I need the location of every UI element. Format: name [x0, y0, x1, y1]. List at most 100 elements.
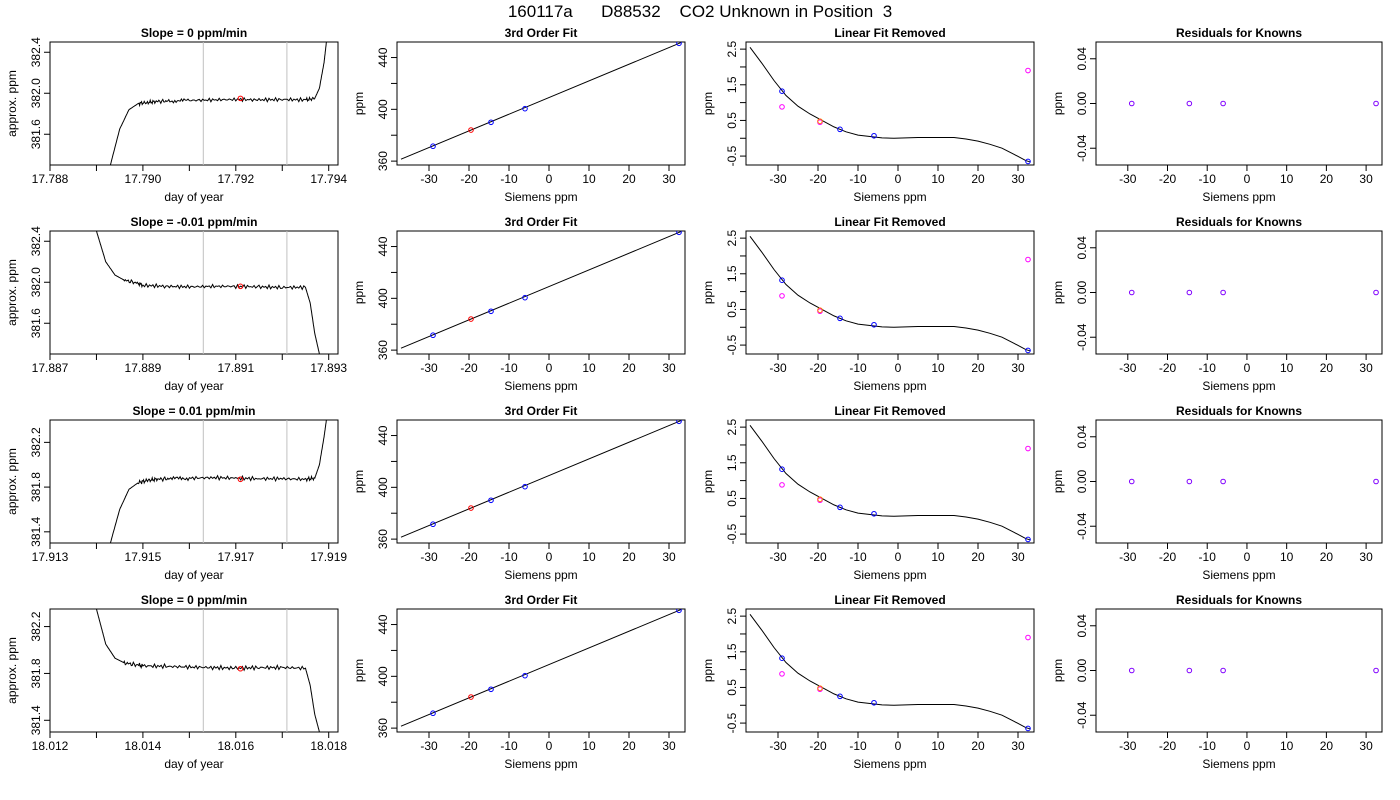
- known-point: [779, 277, 785, 284]
- y-axis-label: ppm: [352, 470, 366, 493]
- plot-frame: [1095, 608, 1383, 733]
- fit-curve: [749, 425, 1031, 541]
- known-point: [488, 686, 494, 693]
- residual-point: [1373, 289, 1379, 296]
- plot-frame: [745, 41, 1035, 166]
- x-tick-label: -20: [460, 361, 478, 375]
- x-tick-label: 18.014: [125, 739, 162, 753]
- x-tick-label: -30: [420, 550, 438, 564]
- fit-curve: [749, 47, 1031, 163]
- x-tick-label: -30: [1119, 172, 1137, 186]
- x-tick-label: -30: [769, 550, 787, 564]
- plot-frame: [49, 608, 339, 733]
- y-tick-label: 0.5: [725, 301, 739, 318]
- x-tick-label: -20: [809, 361, 827, 375]
- x-axis-label: Siemens ppm: [853, 757, 926, 771]
- y-tick-label: 400: [376, 99, 390, 119]
- x-tick-label: -20: [460, 172, 478, 186]
- residual-point: [1186, 478, 1193, 485]
- known-point: [1025, 158, 1031, 165]
- unknown-point: [817, 496, 823, 502]
- known-point: [871, 132, 877, 139]
- x-tick-label: 20: [622, 361, 636, 375]
- plot-frame: [745, 608, 1035, 733]
- plot-frame: [49, 419, 339, 544]
- y-tick-label: 0.00: [1075, 469, 1089, 493]
- panel-4-4: Residuals for Knowns -30 -20 -10 0 10 20 30 -0.0…: [1051, 593, 1383, 771]
- known-point: [522, 483, 528, 490]
- y-tick-label: -0.04: [1075, 323, 1089, 351]
- known-point: [871, 510, 877, 517]
- unknown-marker: [237, 283, 244, 290]
- y-tick-label: 381.8: [29, 658, 43, 688]
- panel-title: Residuals for Knowns: [1176, 593, 1302, 607]
- y-tick-label: 360: [376, 718, 390, 738]
- known-point: [522, 105, 528, 112]
- x-tick-label: 20: [971, 172, 985, 186]
- y-tick-label: -0.5: [725, 523, 739, 544]
- x-tick-label: 0: [895, 172, 902, 186]
- x-tick-label: -30: [1119, 739, 1137, 753]
- y-axis-label: approx. ppm: [5, 70, 19, 137]
- y-tick-label: 382.2: [29, 611, 43, 641]
- y-tick-label: 2.5: [725, 418, 739, 435]
- x-tick-label: 10: [931, 739, 945, 753]
- x-axis-label: Siemens ppm: [504, 190, 577, 204]
- known-point: [488, 308, 494, 315]
- x-tick-label: 30: [662, 739, 676, 753]
- y-tick-label: 381.4: [29, 516, 43, 546]
- y-axis-label: ppm: [1051, 92, 1065, 115]
- panel-title: 3rd Order Fit: [505, 404, 578, 418]
- y-axis-label: ppm: [352, 659, 366, 682]
- plot-area: [1128, 289, 1379, 296]
- x-tick-label: -20: [809, 172, 827, 186]
- unknown-point: [468, 694, 474, 700]
- panel-title: Linear Fit Removed: [834, 404, 945, 418]
- y-tick-label: -0.5: [725, 145, 739, 166]
- x-tick-label: -10: [500, 361, 518, 375]
- x-tick-label: -10: [849, 172, 867, 186]
- x-tick-label: 20: [1320, 172, 1334, 186]
- known-point: [1025, 725, 1031, 732]
- panel-2-4: 3rd Order Fit -30 -20 -10 0 10 20 30 360 400 440 Si…: [352, 593, 686, 771]
- plot-area: [109, 42, 327, 165]
- y-axis-label: ppm: [1051, 659, 1065, 682]
- y-tick-label: 1.5: [725, 76, 739, 93]
- x-tick-label: 30: [1011, 550, 1025, 564]
- panel-title: 3rd Order Fit: [505, 593, 578, 607]
- residual-point: [1128, 667, 1135, 674]
- x-tick-label: 30: [1359, 550, 1373, 564]
- known-point: [837, 315, 843, 322]
- y-tick-label: 440: [376, 47, 390, 67]
- known-point: [837, 126, 843, 133]
- magenta-point: [779, 482, 785, 488]
- plot-frame: [1095, 41, 1383, 166]
- x-tick-label: 18.012: [32, 739, 69, 753]
- known-point: [430, 332, 436, 339]
- magenta-point: [779, 671, 785, 677]
- panel-3-2: Linear Fit Removed -30 -20 -10 0 10 20 30 -0.5 0.…: [701, 215, 1035, 393]
- y-tick-label: -0.04: [1075, 701, 1089, 729]
- y-axis-label: ppm: [1051, 470, 1065, 493]
- x-tick-label: 30: [662, 550, 676, 564]
- residual-point: [1373, 100, 1379, 107]
- magenta-point: [1025, 634, 1031, 641]
- y-tick-label: 0.00: [1075, 280, 1089, 304]
- plot-frame: [49, 230, 339, 355]
- x-tick-label: 30: [1011, 739, 1025, 753]
- unknown-point: [817, 685, 823, 691]
- x-tick-label: 0: [546, 550, 553, 564]
- plot-area: [96, 609, 320, 732]
- trace-line: [109, 420, 327, 543]
- y-axis-label: ppm: [1051, 281, 1065, 304]
- panel-4-3: Residuals for Knowns -30 -20 -10 0 10 20 30 -0.0…: [1051, 404, 1383, 582]
- x-tick-label: 17.794: [310, 172, 347, 186]
- residual-point: [1128, 289, 1135, 296]
- unknown-point: [468, 316, 474, 322]
- y-tick-label: 400: [376, 666, 390, 686]
- panel-3-1: Linear Fit Removed -30 -20 -10 0 10 20 30 -0.5 0.…: [701, 26, 1035, 204]
- fit-line: [400, 231, 682, 349]
- panel-4-1: Residuals for Knowns -30 -20 -10 0 10 20 30 -0.0…: [1051, 26, 1383, 204]
- magenta-point: [779, 293, 785, 299]
